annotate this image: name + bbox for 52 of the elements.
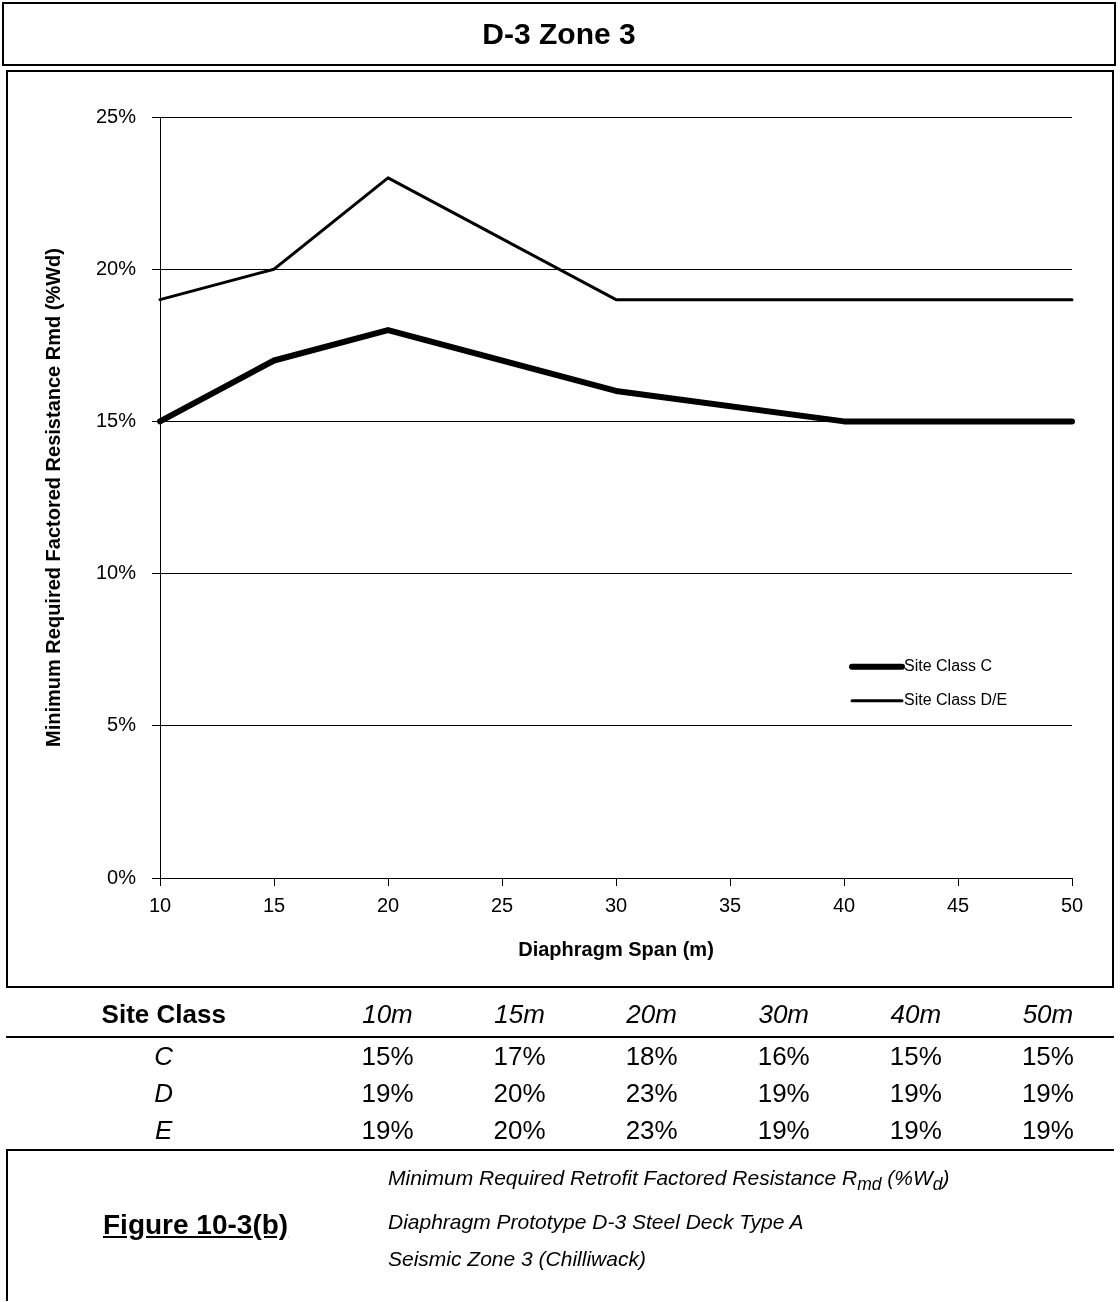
y-axis-title: Minimum Required Factored Resistance Rmd (%Wd)	[41, 248, 64, 747]
text: Diaphragm Prototype D-3 Steel Deck Type A	[388, 1209, 805, 1236]
x-tick-label: 30	[604, 893, 628, 916]
text: Minimum Required Retrofit Factored Resistance R$_{md}$ (%W$_{d}$)	[388, 1165, 950, 1197]
x-tick-label: 40m	[849, 992, 982, 1037]
data-label: 19%	[756, 1114, 811, 1147]
caption: Figure 10-3(b)	[103, 1209, 289, 1241]
x-tick-label: 35	[718, 893, 742, 916]
y-axis-title: Site Class	[6, 992, 322, 1037]
data-label: 23%	[624, 1077, 679, 1110]
data-label: 16%	[756, 1040, 811, 1073]
x-tick-label: 20	[376, 893, 400, 916]
text: Seismic Zone 3 (Chilliwack)	[388, 1246, 647, 1273]
y-tick-label: 0%	[107, 865, 137, 888]
data-label: 19%	[360, 1114, 415, 1147]
data-label: 15%	[1020, 1040, 1075, 1073]
y-tick-label: C	[153, 1040, 175, 1073]
y-tick-label: 20%	[96, 256, 137, 279]
x-tick-label: 10	[148, 893, 172, 916]
x-tick-label: 20m	[585, 992, 718, 1037]
x-tick-label: 45	[946, 893, 970, 916]
x-tick-label: 50m	[981, 992, 1114, 1037]
y-tick-label: 25%	[96, 104, 137, 127]
y-tick-label: E	[154, 1114, 174, 1147]
data-label: 20%	[492, 1114, 547, 1147]
y-tick-label: 5%	[107, 713, 137, 736]
legend-label: Site Class C	[904, 657, 993, 675]
data-label: 19%	[756, 1077, 811, 1110]
data-label: 19%	[1020, 1114, 1075, 1147]
data-label: 23%	[624, 1114, 679, 1147]
x-axis-title: Diaphragm Span (m)	[518, 937, 714, 960]
data-label: 15%	[888, 1040, 943, 1073]
y-tick-label: D	[153, 1077, 175, 1110]
x-tick-label: 40	[832, 893, 856, 916]
x-tick-label: 25	[490, 893, 514, 916]
data-label: 18%	[624, 1040, 679, 1073]
data-label: 19%	[888, 1077, 943, 1110]
x-tick-label: 30m	[717, 992, 850, 1037]
x-tick-label: 50	[1060, 893, 1084, 916]
data-label: 19%	[360, 1077, 415, 1110]
data-label: 19%	[1020, 1077, 1075, 1110]
legend-label: Site Class D/E	[904, 691, 1008, 709]
data-label: 15%	[360, 1040, 415, 1073]
x-tick-label: 15m	[453, 992, 586, 1037]
chart-title: D-3 Zone 3	[2, 2, 1116, 66]
data-label: 20%	[492, 1077, 547, 1110]
y-tick-label: 10%	[96, 561, 137, 584]
data-label: 19%	[888, 1114, 943, 1147]
x-tick-label: 10m	[321, 992, 454, 1037]
x-tick-label: 15	[262, 893, 286, 916]
data-label: 17%	[492, 1040, 547, 1073]
y-tick-label: 15%	[96, 408, 137, 431]
